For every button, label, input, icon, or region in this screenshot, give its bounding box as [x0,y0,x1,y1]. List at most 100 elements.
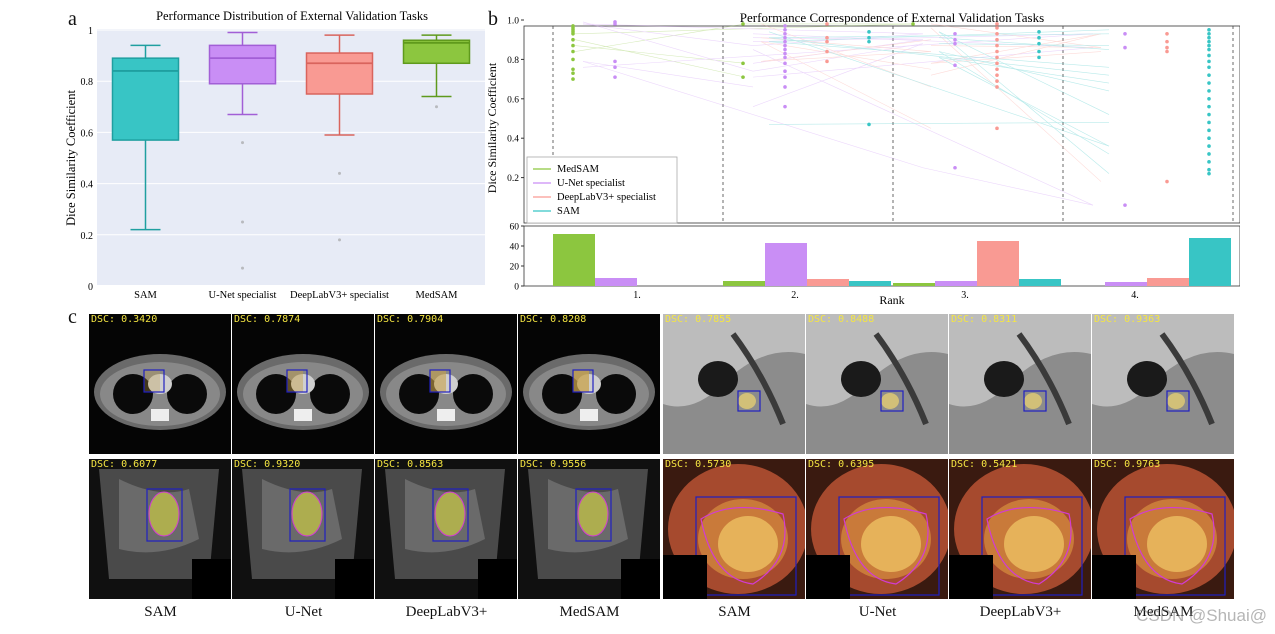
data-point [571,31,575,36]
correspondence-line [574,23,746,52]
data-point [783,35,787,40]
box-3 [402,34,471,109]
rank-xlabel: Rank [879,293,904,307]
legend-box [526,156,678,224]
dsc-label: DSC: 0.5730 [665,459,732,470]
y-tick-label: 1 [88,26,93,37]
example-tile-endo-0: DSC: 0.5730 [663,459,805,599]
data-point [1207,120,1211,125]
data-point [1207,59,1211,64]
box-1 [208,31,277,270]
example-tile-ct-2: DSC: 0.7904 [375,314,517,454]
correspondence-line [768,31,1110,147]
legend-label: SAM [557,206,580,217]
example-tile-endo-1: DSC: 0.6395 [806,459,948,599]
example-tile-us-2: DSC: 0.8563 [375,459,517,599]
data-point [741,22,745,26]
data-point [571,37,575,42]
data-point [1207,47,1211,52]
data-point [1207,73,1211,77]
correspondence-line [582,23,754,46]
example-image [663,314,805,454]
series-1 [613,20,1127,207]
box-plot-title: Performance Distribution of External Val… [156,9,428,23]
correspondence-line [938,51,1110,92]
data-point [1123,45,1127,50]
data-point [741,75,745,79]
correspondence-line [574,45,746,64]
data-point [995,49,999,54]
legend-label: DeepLabV3+ specialist [557,192,656,203]
y-tick-label: 60 [510,223,520,233]
box-body [208,44,277,85]
x-tick-label: DeepLabV3+ specialist [290,290,389,301]
data-point [953,37,957,42]
data-point [741,61,745,66]
example-image [806,314,948,454]
correspondence-line [760,37,932,52]
data-point [613,22,617,26]
data-point [867,35,871,40]
example-tile-mri-0: DSC: 0.7855 [663,314,805,454]
data-point [783,85,787,89]
correspondence-line [582,21,754,72]
dsc-label: DSC: 0.8208 [520,314,587,325]
correspondence-line [582,61,924,169]
example-tile-ct-3: DSC: 0.8208 [518,314,660,454]
dsc-label: DSC: 0.8311 [951,314,1018,325]
correspondence-chart: Performance Correspondence of External V… [485,10,1240,307]
data-point [867,122,871,127]
dsc-label: DSC: 0.8563 [377,459,444,470]
example-image [375,459,517,599]
x-tick-label: 1. [633,290,641,301]
y-tick-label: 1.0 [507,17,519,27]
data-point [867,30,871,34]
correspondence-line [574,23,916,35]
column-label: MedSAM [1133,604,1194,620]
y-tick-label: 0.8 [507,56,519,66]
data-point [1165,45,1169,50]
box-plot-ylabel: Dice Similarity Coefficient [64,90,78,226]
data-point [1207,39,1211,44]
data-point [613,59,617,64]
data-point [995,55,999,60]
dsc-label: DSC: 0.9556 [520,459,587,470]
column-label: SAM [718,604,751,620]
legend-label: MedSAM [557,164,600,175]
legend-label: U-Net specialist [557,178,625,189]
correspondence-line [760,39,932,62]
correspondence-line [752,39,924,64]
example-tile-ct-0: DSC: 0.3420 [89,314,231,454]
series-2 [825,22,1169,184]
bar [595,278,637,286]
data-point [953,41,957,46]
correspondence-line [938,31,1110,174]
data-point [1165,31,1169,36]
panel-letter-c: c [68,306,77,328]
legend: MedSAM U-Net specialist DeepLabV3+ special… [526,156,678,224]
y-tick-label: 0.2 [81,231,94,242]
example-image [89,459,231,599]
box-body [402,39,471,65]
data-point [783,43,787,48]
dsc-label: DSC: 0.6395 [808,459,875,470]
data-point [1165,39,1169,44]
dsc-label: DSC: 0.9320 [234,459,301,470]
y-tick-label: 0.2 [507,174,519,184]
data-point [1207,35,1211,40]
correspondence-line [752,43,924,107]
y-tick-label: 0.4 [507,135,519,145]
data-point [953,165,957,170]
data-point [783,28,787,32]
data-point [783,47,787,52]
x-tick-label: 4. [1131,290,1139,301]
data-point [825,59,829,64]
bar [977,241,1019,286]
data-point [995,61,999,66]
outlier-point [241,266,244,270]
data-point [1123,203,1127,207]
y-tick-label: 20 [510,263,520,273]
data-point [571,49,575,54]
data-point [1207,53,1211,58]
data-point [1207,112,1211,117]
